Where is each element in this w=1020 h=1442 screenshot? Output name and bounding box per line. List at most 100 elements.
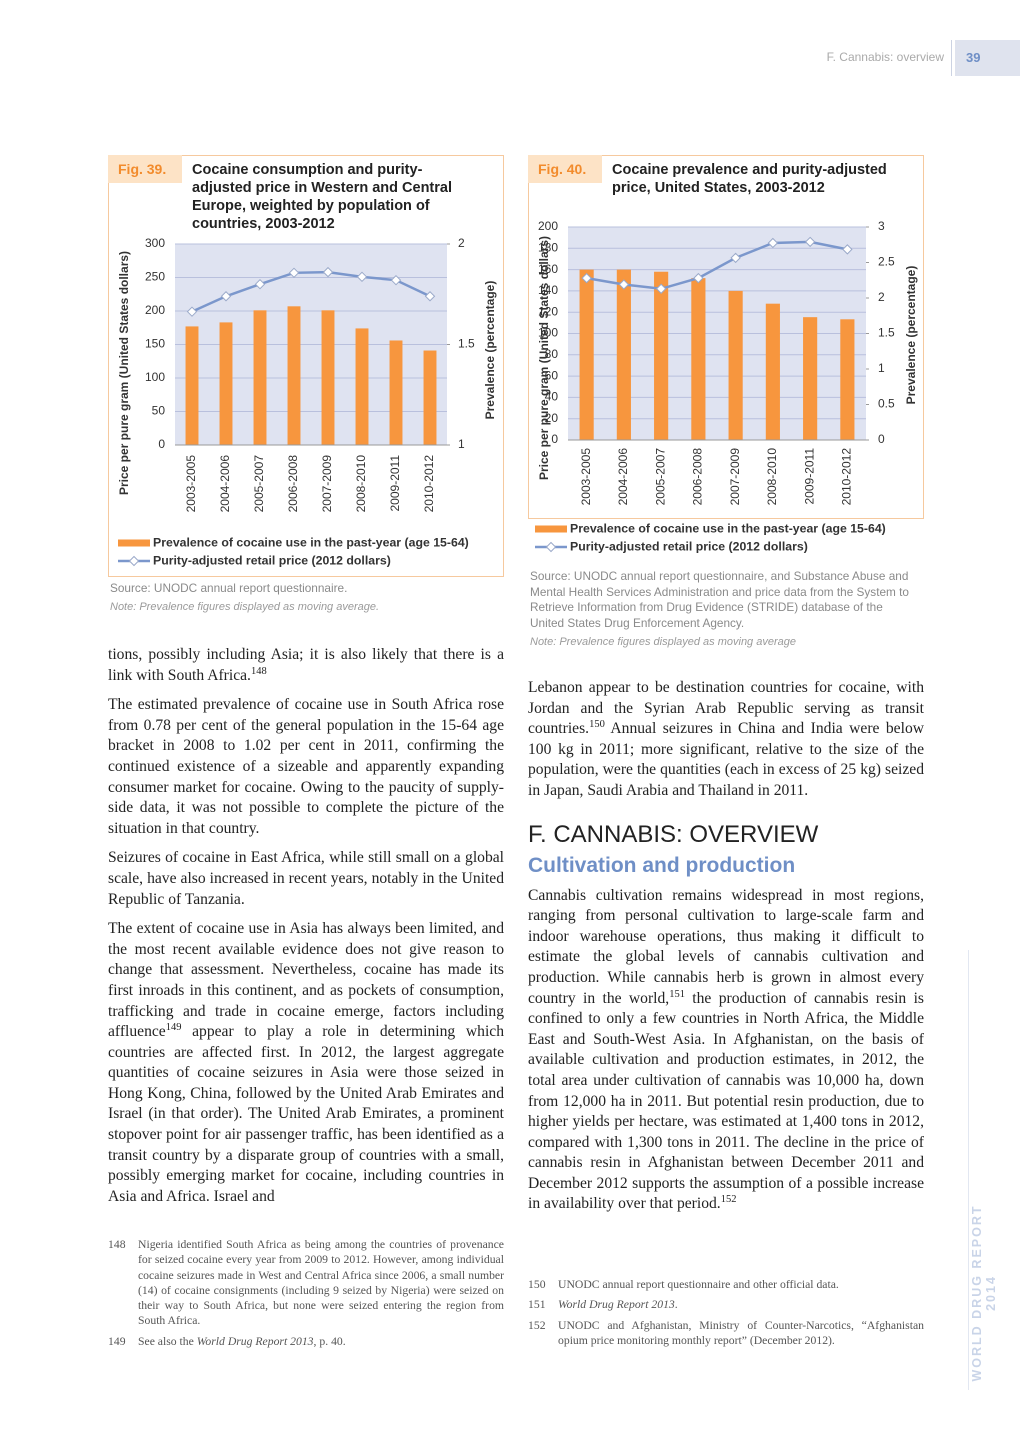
line-marker	[322, 266, 334, 278]
paragraph: The estimated prevalence of cocaine use …	[108, 695, 504, 839]
line-marker	[618, 279, 630, 290]
bar	[691, 278, 706, 440]
y-tick-label: 40	[545, 390, 559, 404]
text-run: Cannabis cultivation remains widespread …	[528, 886, 924, 1007]
figure: 0 50 100 150 200 250 300 1 1.5 2 Price per pure gr…	[108, 155, 504, 625]
figure-label: Fig. 39.	[108, 155, 182, 183]
figure-source: Source: UNODC annual report questionnair…	[530, 569, 909, 630]
line-marker	[730, 252, 741, 264]
y-tick-label: 200	[538, 219, 558, 233]
x-tick-label: 2005-2007	[252, 455, 266, 513]
y-tick-label: 120	[538, 304, 558, 318]
section-heading: F. CANNABIS: OVERVIEW	[528, 820, 819, 848]
text-run: the production of cannabis resin is conf…	[528, 989, 924, 1213]
chart: 0 50 100 150 200 250 300 1 1.5 2 Price per pure gr…	[117, 236, 497, 567]
x-tick-label: 2006-2008	[286, 455, 300, 513]
side-rule	[968, 950, 969, 1390]
bar	[579, 269, 594, 440]
text-run: UNODC annual report questionnaire and ot…	[558, 1278, 839, 1291]
line-marker	[186, 306, 198, 317]
legend-label: Prevalence of cocaine use in the past-ye…	[570, 521, 886, 535]
y-tick-label: 80	[545, 347, 559, 361]
y-tick-label: 0	[158, 437, 165, 451]
figure-note: Note: Prevalence figures displayed as mo…	[110, 601, 380, 613]
x-tick-label: 2010-2012	[840, 448, 854, 506]
y2-tick-label: 3	[878, 219, 885, 233]
legend-label: Purity-adjusted retail price (2012 dolla…	[153, 553, 391, 567]
x-tick-label: 2009-2011	[388, 455, 402, 512]
paragraph: Lebanon appear to be destination countri…	[528, 678, 924, 802]
text-run: .	[674, 1298, 678, 1312]
header-rule	[951, 40, 952, 76]
paragraph: The extent of cocaine use in Asia has al…	[108, 919, 504, 1207]
y2-tick-label: 1.5	[458, 337, 475, 351]
footnote: 148 Nigeria identified South Africa as be…	[108, 1237, 504, 1329]
figure-frame	[108, 155, 504, 577]
text-column: Lebanon appear to be destination countri…	[528, 678, 924, 1224]
x-tick-label: 2007-2009	[728, 448, 742, 506]
line-marker	[581, 272, 592, 284]
bar	[389, 340, 403, 445]
text-run: appear to play a role in determining whi…	[108, 1023, 504, 1205]
footnote-number: 148	[108, 1238, 126, 1251]
footnote: 150 UNODC annual report questionnaire and…	[528, 1277, 924, 1292]
italic-text: World Drug Report 2013	[196, 1334, 314, 1348]
side-text: WORLD DRUG REPORT 2014	[970, 1204, 998, 1382]
figure-title: Cocaine prevalence and purity-adjusted p…	[612, 162, 887, 196]
footnotes: 148 Nigeria identified South Africa as be…	[108, 1237, 504, 1354]
legend-label: Purity-adjusted retail price (2012 dolla…	[570, 539, 808, 553]
y-tick-label: 60	[545, 368, 559, 382]
paragraph: Seizures of cocaine in East Africa, whil…	[108, 848, 504, 910]
figure-note: Note: Prevalence figures displayed as mo…	[530, 636, 796, 648]
x-tick-label: 2003-2005	[184, 455, 198, 513]
bar	[185, 326, 199, 445]
footnotes: 150 UNODC annual report questionnaire and…	[528, 1277, 924, 1353]
text-column: tions, possibly including Asia; it is al…	[108, 645, 504, 1216]
bar	[287, 306, 301, 445]
footnote-ref: 149	[165, 1022, 182, 1034]
footnote-number: 149	[108, 1334, 126, 1348]
y-tick-label: 20	[545, 411, 559, 425]
figure-label: Fig. 40.	[528, 155, 602, 183]
footnote-number: 150	[528, 1278, 546, 1291]
footnote-number: 152	[528, 1318, 546, 1332]
bar	[728, 290, 743, 440]
text-run: , p. 40.	[313, 1334, 346, 1348]
figure-source: Source: UNODC annual report questionnair…	[110, 581, 348, 595]
text-run: The estimated prevalence of cocaine use …	[108, 696, 504, 837]
line-marker	[390, 274, 402, 286]
line-marker	[693, 272, 704, 284]
y-tick-label: 0	[551, 432, 558, 446]
paragraph: tions, possibly including Asia; it is al…	[108, 645, 504, 686]
bar	[616, 269, 631, 440]
y2-tick-label: 1	[458, 437, 465, 451]
y2-tick-label: 2	[878, 290, 885, 304]
y2-tick-label: 1.5	[878, 326, 895, 340]
figure-title: Cocaine consumption and purity-adjusted …	[192, 162, 452, 232]
text-run: Annual seizures in China and India were …	[528, 720, 924, 799]
y-tick-label: 180	[538, 240, 558, 254]
y-tick-label: 160	[538, 262, 558, 276]
y2-tick-label: 2	[458, 236, 465, 250]
y-tick-label: 200	[145, 303, 165, 317]
x-tick-label: 2010-2012	[422, 455, 436, 513]
italic-text: World Drug Report 2013	[558, 1298, 675, 1312]
y2-tick-label: 1	[878, 361, 885, 375]
x-tick-label: 2008-2010	[765, 448, 779, 506]
line	[586, 240, 848, 291]
y2-tick-label: 2.5	[878, 255, 895, 269]
y2-axis-label: Prevalence (percentage)	[483, 281, 497, 420]
text-run: Seizures of cocaine in East Africa, whil…	[108, 849, 504, 908]
line-marker	[254, 278, 266, 290]
figure-frame	[528, 155, 924, 519]
line-marker	[767, 237, 779, 249]
figure: 0 20 40 60 80 100 120 140 160 180 200 0 0.5 1 1.5 2 2.5 3…	[528, 155, 924, 655]
line-marker	[424, 291, 436, 302]
bar	[840, 319, 855, 440]
running-header: F. Cannabis: overview	[826, 50, 944, 64]
line-marker	[288, 267, 300, 279]
bar	[423, 350, 437, 445]
text-run: The extent of cocaine use in Asia has al…	[108, 920, 504, 1041]
y-tick-label: 100	[145, 370, 165, 384]
